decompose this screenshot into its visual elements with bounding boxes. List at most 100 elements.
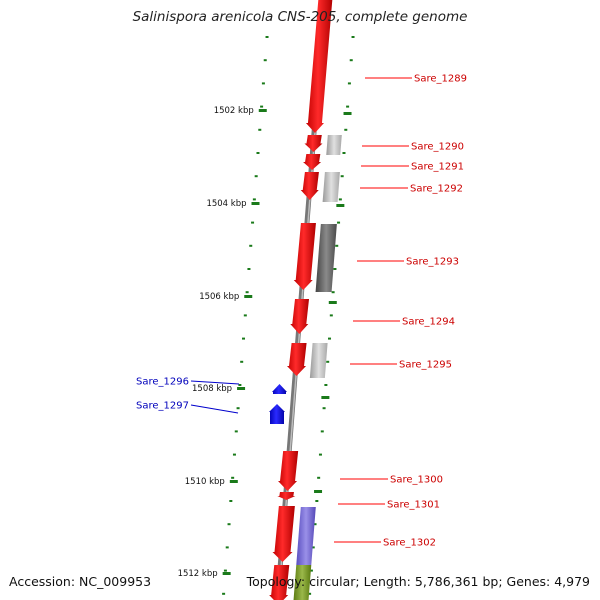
minor-tick-left	[234, 430, 238, 433]
minor-tick-left	[265, 36, 269, 38]
minor-tick-left	[223, 569, 227, 572]
minor-tick-left	[238, 384, 242, 386]
major-tick-right	[336, 204, 345, 207]
minor-tick-right	[309, 569, 313, 572]
gene-sare-1297-arrow	[269, 404, 285, 424]
gene-label[interactable]: Sare_1302	[383, 538, 436, 549]
minor-tick-right	[328, 337, 332, 340]
major-tick-right	[343, 112, 352, 115]
minor-tick-right	[317, 476, 321, 479]
minor-tick-left	[225, 546, 229, 549]
gene-sare-1292-arrow	[300, 172, 319, 200]
tick-label: 1506 kbp	[199, 292, 239, 302]
gene-label[interactable]: Sare_1293	[406, 257, 459, 268]
gene-sare-1295-arrow	[287, 343, 307, 376]
feature-block-gray	[309, 343, 328, 378]
gene-label[interactable]: Sare_1291	[411, 162, 464, 173]
accession-text: Accession: NC_009953	[9, 574, 152, 589]
minor-tick-right	[344, 128, 348, 131]
gene-label[interactable]: Sare_1300	[390, 475, 443, 486]
gene-label[interactable]: Sare_1297	[136, 401, 189, 412]
minor-tick-right	[308, 592, 312, 595]
gene-label[interactable]: Sare_1295	[399, 360, 452, 371]
major-tick	[251, 202, 260, 205]
major-tick-right	[328, 301, 337, 304]
minor-tick-left	[236, 407, 240, 410]
minor-tick-right	[326, 360, 330, 363]
gene-sare-1293-arrow	[293, 223, 316, 290]
major-tick	[244, 295, 253, 298]
minor-tick-right	[333, 268, 337, 270]
gene-label[interactable]: Sare_1294	[402, 317, 455, 328]
major-tick	[229, 480, 238, 483]
minor-tick-left	[243, 314, 247, 317]
gene-label[interactable]: Sare_1296	[136, 377, 189, 388]
minor-tick-left	[222, 592, 226, 595]
gene-label[interactable]: Sare_1292	[410, 184, 463, 195]
gene-label[interactable]: Sare_1289	[414, 74, 467, 85]
minor-tick-right	[347, 82, 351, 85]
minor-tick-right	[337, 221, 341, 224]
minor-tick-right	[324, 384, 328, 386]
minor-tick-left	[261, 82, 265, 85]
minor-tick-left	[260, 105, 264, 108]
feature-block-gray	[322, 172, 340, 202]
minor-tick-left	[240, 360, 244, 363]
minor-tick-right	[329, 314, 333, 317]
minor-tick-left	[256, 152, 260, 154]
minor-tick-left	[254, 175, 258, 178]
minor-tick-right	[346, 105, 350, 108]
feature-block-dark	[315, 224, 337, 292]
minor-tick-left	[251, 221, 255, 224]
gene-sare-1294-arrow	[290, 299, 310, 334]
gene-sare-1290-arrow	[304, 135, 323, 152]
tick-label: 1508 kbp	[192, 384, 232, 394]
tick-label: 1504 kbp	[206, 199, 246, 209]
minor-tick-left	[252, 198, 256, 201]
feature-block-gray	[326, 135, 342, 155]
gene-label[interactable]: Sare_1301	[387, 500, 440, 511]
gene-sare-1300-arrow	[278, 451, 299, 491]
tick-label: 1510 kbp	[185, 477, 225, 487]
minor-tick-right	[315, 500, 319, 502]
gene-sare-1289-arrow	[305, 0, 333, 133]
minor-tick-left	[231, 476, 235, 479]
tick-dots	[222, 36, 355, 595]
gene-sare-1291-arrow	[303, 154, 322, 170]
minor-tick-right	[351, 36, 355, 38]
coordinate-ticks: 1502 kbp 1504 kbp 1506 kbp 1508 kbp 1510 kbp…	[178, 106, 352, 579]
major-tick	[222, 572, 231, 575]
minor-tick-left	[242, 337, 246, 340]
minor-tick-right	[331, 291, 335, 294]
tick-label: 1502 kbp	[214, 106, 254, 116]
minor-tick-left	[249, 244, 253, 247]
minor-tick-left	[263, 59, 267, 62]
minor-tick-left	[232, 453, 236, 456]
leader-line	[190, 380, 240, 385]
feature-track	[293, 135, 342, 600]
feature-block-olive	[293, 565, 312, 600]
minor-tick-right	[311, 546, 315, 549]
gene-labels: Sare_1289 Sare_1290 Sare_1291 Sare_1292 Sare…	[136, 74, 467, 549]
minor-tick-left	[258, 128, 262, 131]
minor-tick-left	[227, 523, 231, 526]
major-tick-right	[314, 490, 323, 493]
minor-tick-right	[342, 152, 346, 154]
feature-block-purple	[296, 507, 316, 565]
gene-sare-1301-arrow	[277, 492, 296, 500]
minor-tick-right	[320, 430, 324, 433]
gene-continuation-arrow	[269, 565, 290, 600]
minor-tick-right	[338, 198, 342, 201]
gene-track	[269, 0, 333, 600]
minor-tick-left	[245, 291, 249, 294]
major-tick	[258, 109, 267, 112]
minor-tick-right	[335, 244, 339, 247]
minor-tick-right	[349, 59, 353, 62]
gene-label[interactable]: Sare_1290	[411, 142, 464, 153]
minor-tick-right	[340, 175, 344, 178]
minor-tick-right	[318, 453, 322, 456]
minor-tick-right	[313, 523, 317, 526]
page-title: Salinispora arenicola CNS-205, complete …	[132, 9, 468, 25]
major-tick-right	[321, 396, 330, 399]
